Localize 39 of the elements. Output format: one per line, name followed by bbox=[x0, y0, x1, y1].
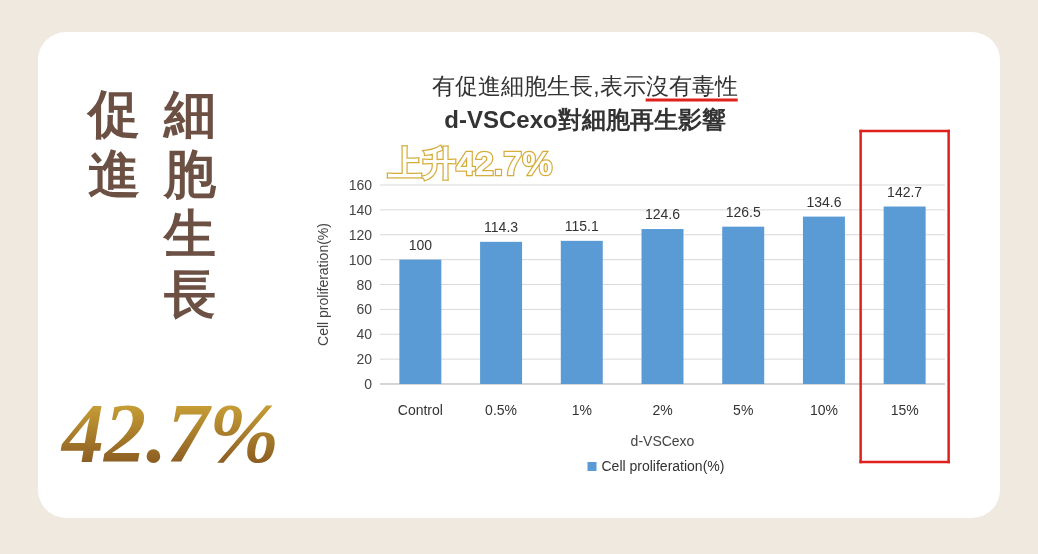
bar bbox=[722, 226, 765, 384]
y-axis-title: Cell proliferation(%) bbox=[315, 223, 331, 346]
bar bbox=[883, 206, 926, 384]
x-axis-title: d-VSCexo bbox=[630, 433, 695, 449]
x-tick-label: 15% bbox=[890, 402, 919, 418]
y-tick-label: 80 bbox=[356, 276, 373, 293]
bar bbox=[802, 216, 845, 384]
text: 促進 bbox=[86, 83, 140, 204]
y-tick-label: 100 bbox=[348, 251, 373, 268]
y-tick-label: 40 bbox=[356, 326, 373, 343]
y-tick-label: 120 bbox=[348, 226, 373, 243]
y-tick-label: 20 bbox=[356, 351, 373, 368]
y-tick-label: 140 bbox=[348, 201, 373, 218]
x-tick-label: 10% bbox=[809, 402, 838, 418]
y-tick-label: 60 bbox=[356, 301, 373, 318]
text: 細胞生長 bbox=[162, 83, 217, 324]
data-label: 114.3 bbox=[484, 218, 519, 235]
data-label: 126.5 bbox=[725, 203, 761, 220]
y-tick-label: 0 bbox=[364, 376, 373, 392]
bar bbox=[641, 229, 684, 384]
data-label: 142.7 bbox=[887, 183, 923, 200]
data-label: 134.6 bbox=[806, 193, 842, 210]
x-tick-label: 0.5% bbox=[485, 402, 518, 418]
x-tick-label: Control bbox=[397, 402, 443, 418]
x-tick-label: 5% bbox=[733, 402, 754, 418]
legend: Cell proliferation(%) bbox=[587, 458, 725, 474]
bar bbox=[480, 241, 523, 384]
data-label: 115.1 bbox=[564, 217, 599, 234]
x-tick-label: 2% bbox=[652, 402, 673, 418]
text: 42.7% bbox=[60, 387, 279, 480]
x-tick-label: 1% bbox=[571, 402, 592, 418]
text: 上升42.7% bbox=[387, 144, 553, 182]
chart-title: 有促進細胞生長,表示沒有毒性 bbox=[432, 73, 738, 99]
y-tick-label: 160 bbox=[348, 177, 373, 193]
data-label: 124.6 bbox=[644, 206, 681, 223]
chart-subtitle: d-VSCexo對細胞再生影響 bbox=[444, 106, 726, 133]
bar bbox=[560, 240, 603, 384]
bar bbox=[399, 259, 442, 384]
data-label: 100 bbox=[408, 236, 433, 253]
